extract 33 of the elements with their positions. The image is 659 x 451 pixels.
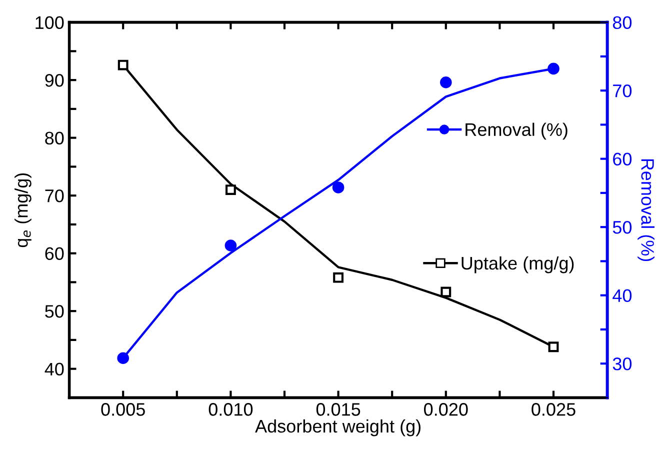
y2-tick-label: 70 bbox=[613, 84, 632, 98]
point bbox=[440, 286, 452, 298]
y2-tick-label: 30 bbox=[612, 358, 632, 370]
y-tick-label: 60 bbox=[45, 247, 64, 260]
point bbox=[440, 76, 452, 88]
x-tick-label: 0.010 bbox=[208, 403, 253, 416]
y-axis-title: q$_{e}$ (mg/g) bbox=[14, 173, 32, 248]
legend-label: Removal (%) bbox=[466, 122, 568, 140]
point bbox=[117, 352, 130, 364]
y-tick-label: 100 bbox=[36, 16, 64, 30]
point bbox=[548, 342, 559, 352]
legend-label: Uptake (mg/g) bbox=[462, 256, 574, 274]
x-tick-label: 0.015 bbox=[316, 403, 360, 416]
x-tick-label: 0.020 bbox=[424, 403, 468, 416]
point bbox=[224, 240, 237, 252]
y2-axis-title: Removal (%) bbox=[638, 159, 654, 262]
y-tick-label: 40 bbox=[44, 362, 64, 376]
y2-tick-label: 50 bbox=[612, 221, 632, 234]
y2-tick-label: 60 bbox=[613, 152, 632, 166]
x-axis-title: Adsorbent weight (g) bbox=[255, 419, 420, 436]
point bbox=[225, 184, 236, 195]
x-tick-label: 0.025 bbox=[532, 403, 576, 416]
y-tick-label: 80 bbox=[45, 132, 64, 145]
point bbox=[332, 182, 344, 194]
y-tick-label: 50 bbox=[45, 305, 64, 318]
point bbox=[548, 62, 560, 75]
y2-tick-label: 40 bbox=[612, 289, 632, 302]
point bbox=[333, 272, 344, 283]
y-tick-label: 90 bbox=[45, 74, 64, 87]
point bbox=[118, 60, 128, 70]
y2-tick-label: 80 bbox=[612, 16, 632, 30]
x-tick-label: 0.005 bbox=[101, 403, 145, 416]
y-tick-label: 70 bbox=[45, 189, 64, 202]
